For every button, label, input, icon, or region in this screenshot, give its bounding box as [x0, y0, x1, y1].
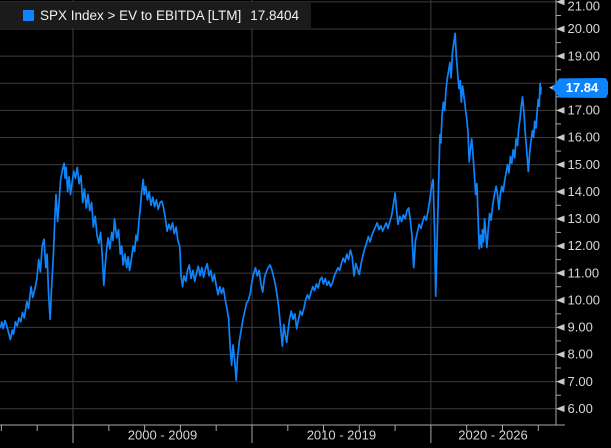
- y-axis-label: 11.00: [568, 265, 600, 280]
- y-axis-label: 12.00: [568, 238, 601, 253]
- last-price-axis-tag-label: 17.84: [565, 80, 599, 95]
- y-axis-label: 20.00: [568, 21, 601, 36]
- y-major-tick: [556, 351, 565, 358]
- y-major-tick: [556, 215, 565, 223]
- y-axis-label: 16.00: [568, 130, 601, 145]
- y-axis-label: 21.00: [568, 0, 601, 14]
- y-major-tick: [556, 324, 565, 331]
- y-major-tick: [556, 107, 565, 114]
- y-major-tick: [556, 134, 565, 141]
- y-major-tick: [556, 296, 565, 304]
- y-major-tick: [556, 0, 565, 6]
- x-axis-label: 2010 - 2019: [307, 428, 376, 443]
- y-axis-label: 15.00: [568, 157, 601, 172]
- y-major-tick: [556, 242, 565, 250]
- chart-legend[interactable]: SPX Index > EV to EBITDA [LTM] 17.8404: [0, 2, 311, 28]
- y-major-tick: [556, 188, 565, 196]
- y-major-tick: [556, 25, 565, 33]
- y-axis-label: 13.00: [568, 211, 601, 226]
- y-axis-label: 6.00: [568, 401, 593, 416]
- series-title: SPX Index > EV to EBITDA [LTM]: [40, 7, 242, 23]
- price-line: [0, 32, 542, 382]
- series-last-value: 17.8404: [250, 7, 300, 23]
- last-price-axis-tag: 17.84: [552, 78, 608, 98]
- y-major-tick: [556, 378, 565, 385]
- y-axis-label: 8.00: [568, 347, 593, 362]
- x-axis-label: 2020 - 2026: [458, 428, 527, 443]
- y-major-tick: [556, 161, 565, 168]
- y-major-tick: [556, 269, 565, 277]
- y-axis-label: 10.00: [568, 292, 601, 307]
- y-major-tick: [556, 405, 565, 413]
- y-major-tick: [556, 52, 565, 60]
- y-axis-label: 7.00: [568, 374, 593, 389]
- y-axis-label: 14.00: [568, 184, 601, 199]
- y-axis-label: 9.00: [568, 320, 593, 335]
- series-color-swatch-icon: [23, 9, 34, 21]
- x-axis-label: 2000 - 2009: [128, 428, 197, 443]
- y-axis-label: 19.00: [568, 48, 601, 63]
- y-axis-label: 17.00: [568, 103, 601, 118]
